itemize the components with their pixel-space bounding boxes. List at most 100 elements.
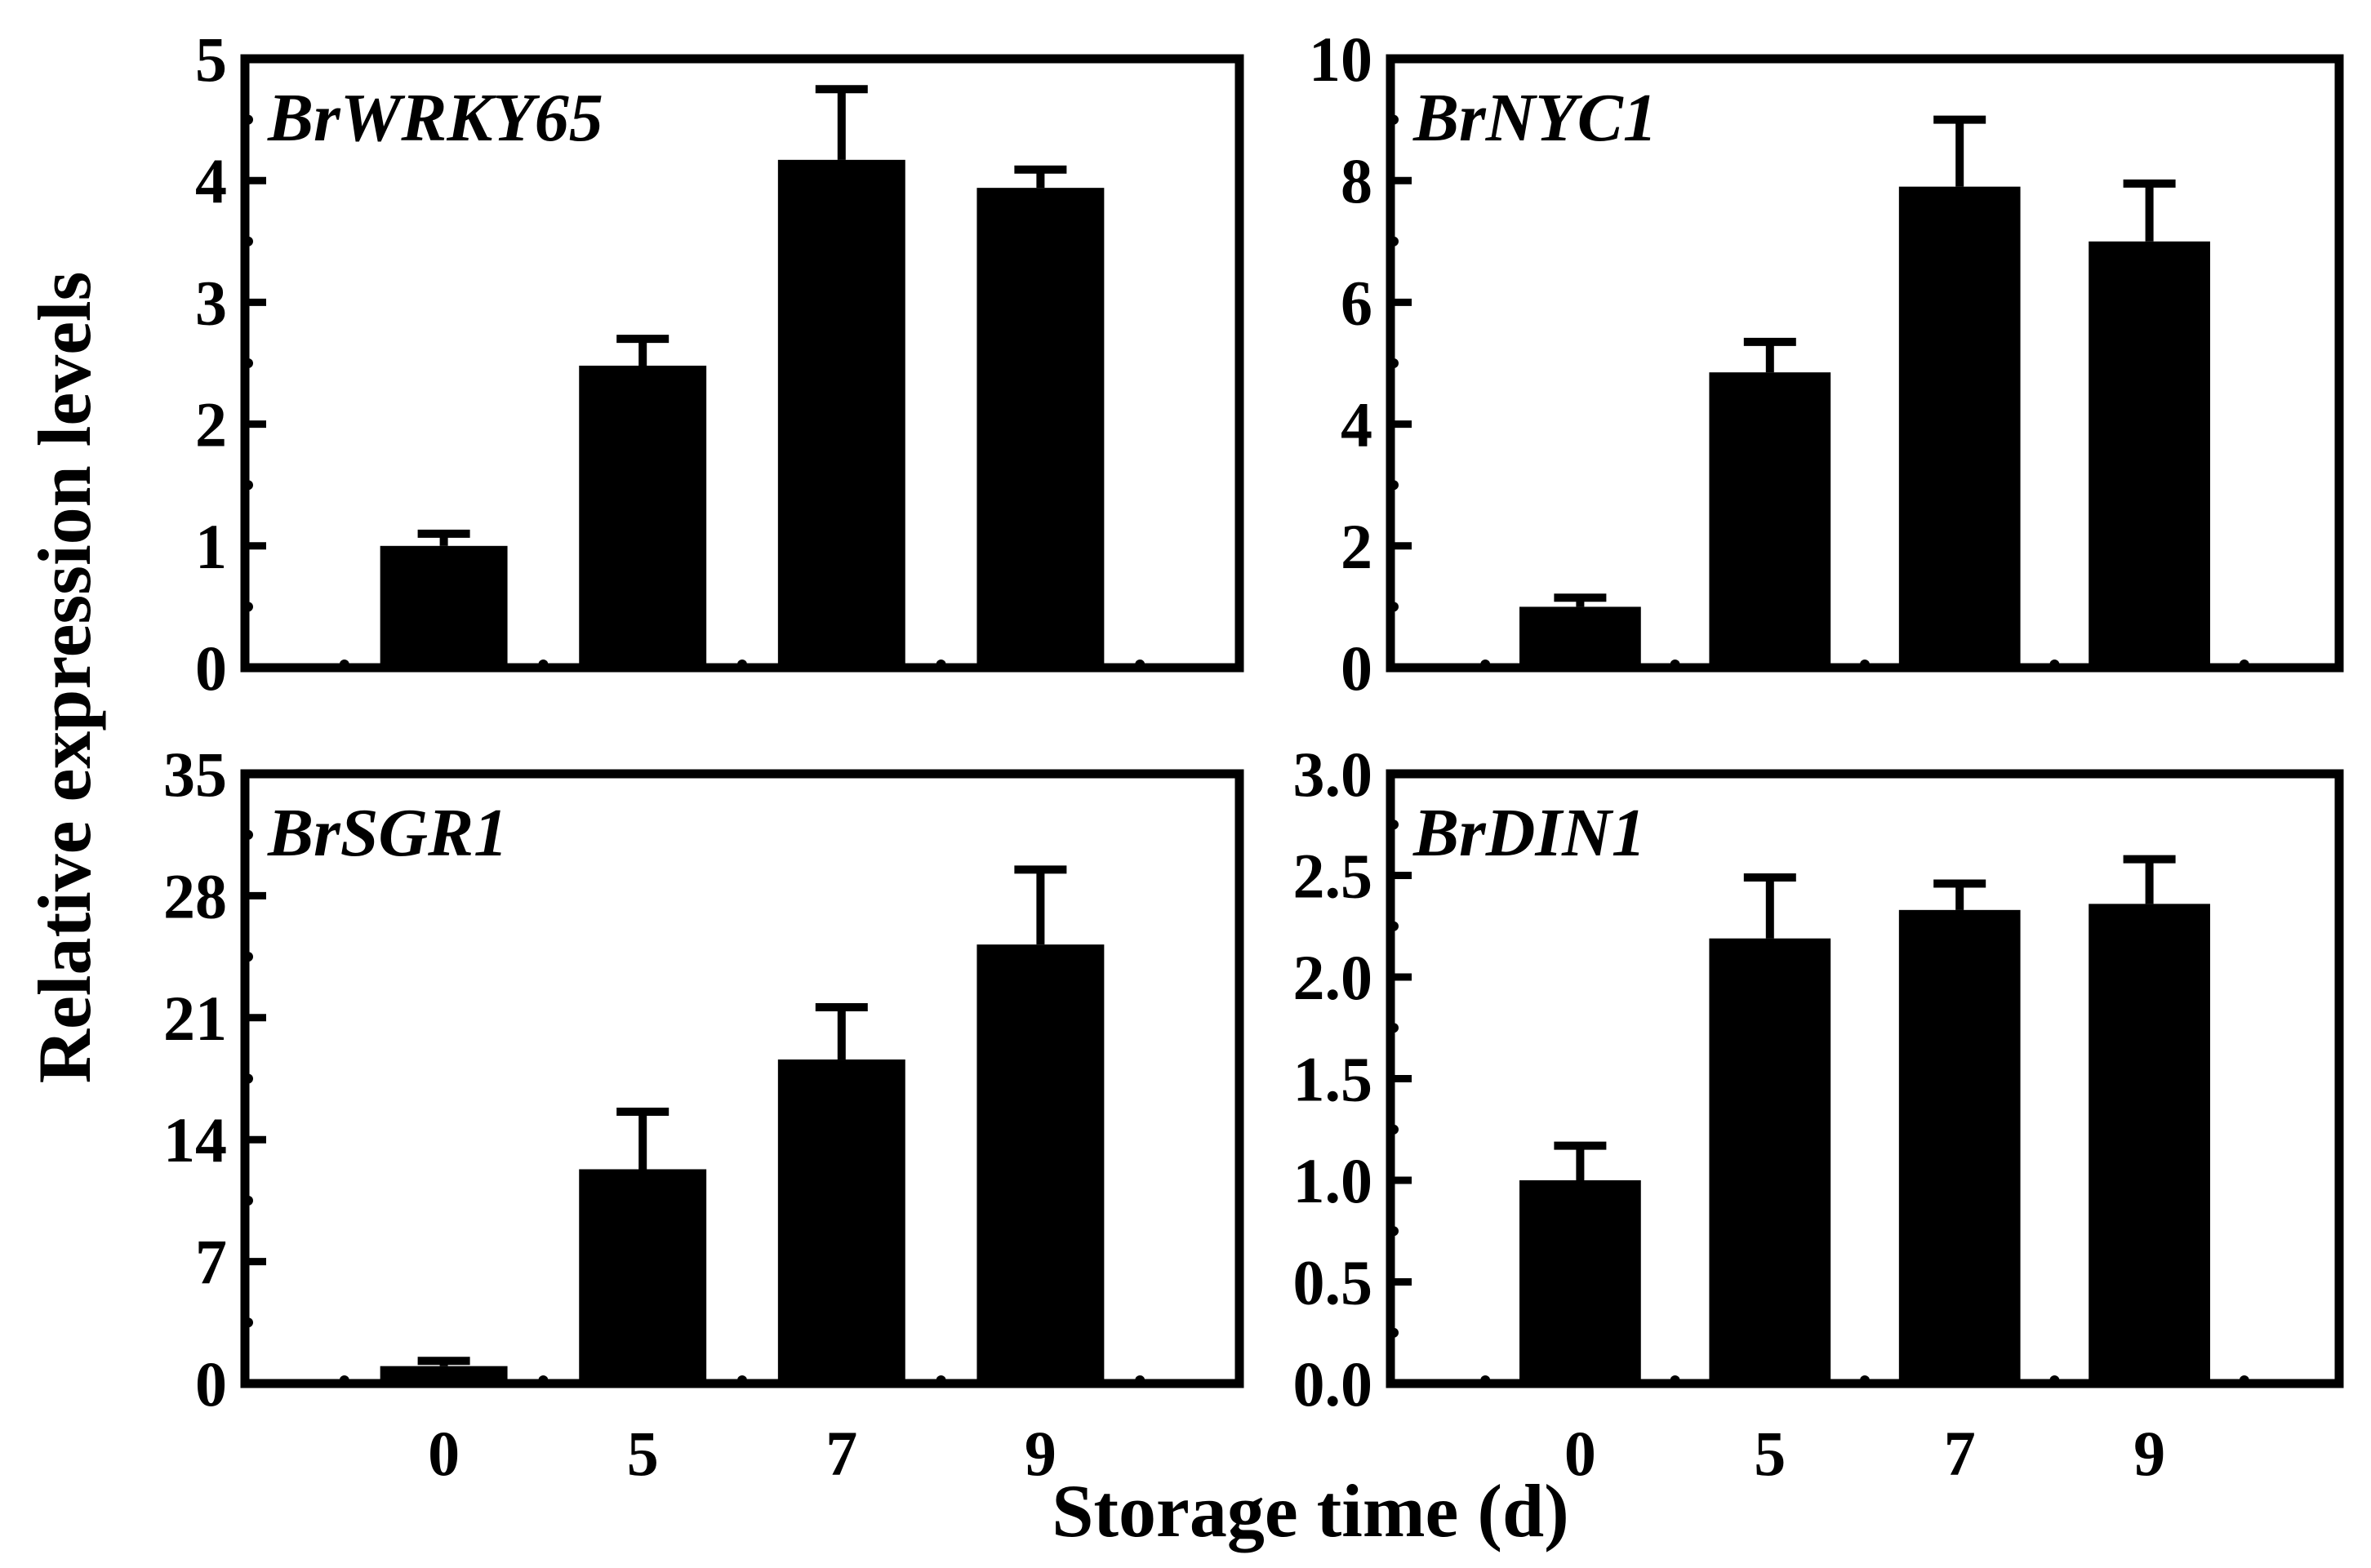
x-minor-tick-brnyc1 bbox=[2239, 660, 2249, 669]
bar-brnyc1-0 bbox=[1519, 606, 1641, 668]
x-minor-tick-brwrky65 bbox=[1135, 660, 1145, 669]
y-tick-label-brdin1: 1.0 bbox=[1293, 1145, 1373, 1216]
y-minor-tick-brwrky65 bbox=[243, 236, 253, 247]
y-minor-tick-brnyc1 bbox=[1389, 236, 1399, 247]
y-minor-tick-brdin1 bbox=[1389, 820, 1399, 830]
y-tick-label-brdin1: 0.5 bbox=[1293, 1247, 1373, 1318]
y-tick-label-brnyc1: 2 bbox=[1341, 511, 1372, 582]
bar-brwrky65-5 bbox=[579, 365, 707, 668]
y-minor-tick-brsgr1 bbox=[243, 952, 253, 962]
y-minor-tick-brdin1 bbox=[1389, 1327, 1399, 1338]
panel-title-brwrky65: BrWRKY65 bbox=[267, 80, 603, 156]
y-tick-label-brsgr1: 14 bbox=[163, 1104, 227, 1175]
y-minor-tick-brsgr1 bbox=[243, 829, 253, 840]
bar-brsgr1-0 bbox=[380, 1366, 508, 1384]
panel-brsgr1: 0 7 14 21 28 35 BrSGR1 bbox=[163, 739, 1244, 1419]
y-tick-label-brsgr1: 7 bbox=[195, 1227, 227, 1298]
y-tick-label-brwrky65: 2 bbox=[195, 389, 227, 460]
x-minor-tick-brnyc1 bbox=[2049, 660, 2060, 669]
x-tick-label-0: 0 bbox=[428, 1418, 460, 1489]
bar-brwrky65-7 bbox=[777, 159, 905, 668]
y-tick-label-brwrky65: 3 bbox=[195, 267, 227, 338]
panel-brnyc1: 0 2 4 6 8 10 BrNYC1 bbox=[1309, 24, 2344, 704]
y-minor-tick-brwrky65 bbox=[243, 480, 253, 491]
x-tick-labels-right: 0 5 7 9 bbox=[1564, 1418, 2165, 1489]
x-tick-label-9: 9 bbox=[1025, 1418, 1056, 1489]
x-tick-labels-left: 0 5 7 9 bbox=[428, 1418, 1056, 1489]
bar-brnyc1-5 bbox=[1709, 372, 1831, 668]
x-minor-tick-brdin1 bbox=[1670, 1375, 1680, 1385]
y-tick-label-brsgr1: 21 bbox=[163, 983, 227, 1054]
bar-brnyc1-7 bbox=[1898, 186, 2021, 668]
panel-brwrky65: 0 1 2 3 4 5 BrWRKY65 bbox=[195, 24, 1244, 704]
y-axis-label: Relative expression levels bbox=[23, 272, 106, 1084]
x-minor-tick-brdin1 bbox=[2239, 1375, 2249, 1385]
x-minor-tick-brnyc1 bbox=[1860, 660, 1870, 669]
bar-brsgr1-7 bbox=[777, 1059, 905, 1384]
x-minor-tick-brwrky65 bbox=[936, 660, 946, 669]
bar-brwrky65-0 bbox=[380, 545, 508, 668]
y-minor-tick-brdin1 bbox=[1389, 921, 1399, 931]
y-minor-tick-brnyc1 bbox=[1389, 602, 1399, 612]
x-tick-label-7: 7 bbox=[825, 1418, 857, 1489]
y-tick-label-brnyc1: 0 bbox=[1341, 633, 1372, 704]
panel-brdin1: 0.0 0.5 1.0 1.5 2.0 2.5 3.0 BrDIN1 bbox=[1293, 739, 2344, 1419]
x-minor-tick-brwrky65 bbox=[339, 660, 349, 669]
x-minor-tick-brnyc1 bbox=[1480, 660, 1491, 669]
x-axis-label: Storage time (d) bbox=[1052, 1469, 1569, 1552]
y-tick-label-brwrky65: 1 bbox=[195, 511, 227, 582]
y-tick-label-brdin1: 2.5 bbox=[1293, 841, 1373, 912]
x-tick-label-7: 7 bbox=[1944, 1418, 1976, 1489]
y-tick-label-brnyc1: 6 bbox=[1341, 267, 1372, 338]
y-tick-label-brdin1: 3.0 bbox=[1293, 739, 1373, 810]
x-minor-tick-brdin1 bbox=[1480, 1375, 1491, 1385]
y-minor-tick-brnyc1 bbox=[1389, 358, 1399, 368]
bar-brdin1-9 bbox=[2089, 904, 2210, 1384]
bar-brsgr1-5 bbox=[579, 1169, 707, 1384]
y-tick-label-brwrky65: 0 bbox=[195, 633, 227, 704]
x-minor-tick-brdin1 bbox=[1860, 1375, 1870, 1385]
y-tick-label-brdin1: 1.5 bbox=[1293, 1044, 1373, 1115]
y-tick-label-brsgr1: 35 bbox=[163, 739, 227, 810]
x-minor-tick-brsgr1 bbox=[737, 1375, 747, 1385]
x-tick-label-5: 5 bbox=[1754, 1418, 1786, 1489]
bar-brdin1-5 bbox=[1709, 938, 1831, 1384]
bar-brnyc1-9 bbox=[2089, 241, 2210, 668]
bar-brdin1-0 bbox=[1519, 1180, 1641, 1384]
x-minor-tick-brsgr1 bbox=[1135, 1375, 1145, 1385]
x-minor-tick-brwrky65 bbox=[538, 660, 549, 669]
x-minor-tick-brsgr1 bbox=[339, 1375, 349, 1385]
y-minor-tick-brwrky65 bbox=[243, 358, 253, 368]
y-tick-label-brsgr1: 28 bbox=[163, 860, 227, 931]
y-minor-tick-brnyc1 bbox=[1389, 480, 1399, 491]
x-minor-tick-brsgr1 bbox=[936, 1375, 946, 1385]
panel-title-brnyc1: BrNYC1 bbox=[1412, 80, 1657, 156]
panel-title-brdin1: BrDIN1 bbox=[1412, 795, 1646, 871]
y-tick-label-brnyc1: 4 bbox=[1341, 389, 1372, 460]
y-minor-tick-brwrky65 bbox=[243, 114, 253, 125]
y-minor-tick-brsgr1 bbox=[243, 1073, 253, 1084]
bar-brdin1-7 bbox=[1898, 909, 2021, 1384]
bar-brwrky65-9 bbox=[976, 188, 1105, 669]
y-minor-tick-brsgr1 bbox=[243, 1195, 253, 1206]
x-tick-label-5: 5 bbox=[627, 1418, 659, 1489]
bar-brsgr1-9 bbox=[976, 944, 1105, 1384]
y-tick-label-brdin1: 0.0 bbox=[1293, 1348, 1373, 1419]
y-tick-label-brsgr1: 0 bbox=[195, 1348, 227, 1419]
x-minor-tick-brnyc1 bbox=[1670, 660, 1680, 669]
y-tick-label-brnyc1: 8 bbox=[1341, 145, 1372, 216]
y-tick-label-brnyc1: 10 bbox=[1309, 24, 1372, 95]
y-minor-tick-brsgr1 bbox=[243, 1317, 253, 1328]
x-tick-label-0: 0 bbox=[1564, 1418, 1596, 1489]
x-minor-tick-brwrky65 bbox=[737, 660, 747, 669]
y-minor-tick-brnyc1 bbox=[1389, 114, 1399, 125]
panel-title-brsgr1: BrSGR1 bbox=[267, 795, 508, 871]
x-minor-tick-brsgr1 bbox=[538, 1375, 549, 1385]
y-tick-label-brwrky65: 4 bbox=[195, 145, 227, 216]
x-minor-tick-brdin1 bbox=[2049, 1375, 2060, 1385]
y-tick-label-brdin1: 2.0 bbox=[1293, 942, 1373, 1013]
y-minor-tick-brdin1 bbox=[1389, 1124, 1399, 1135]
y-minor-tick-brwrky65 bbox=[243, 602, 253, 612]
x-tick-label-9: 9 bbox=[2133, 1418, 2165, 1489]
